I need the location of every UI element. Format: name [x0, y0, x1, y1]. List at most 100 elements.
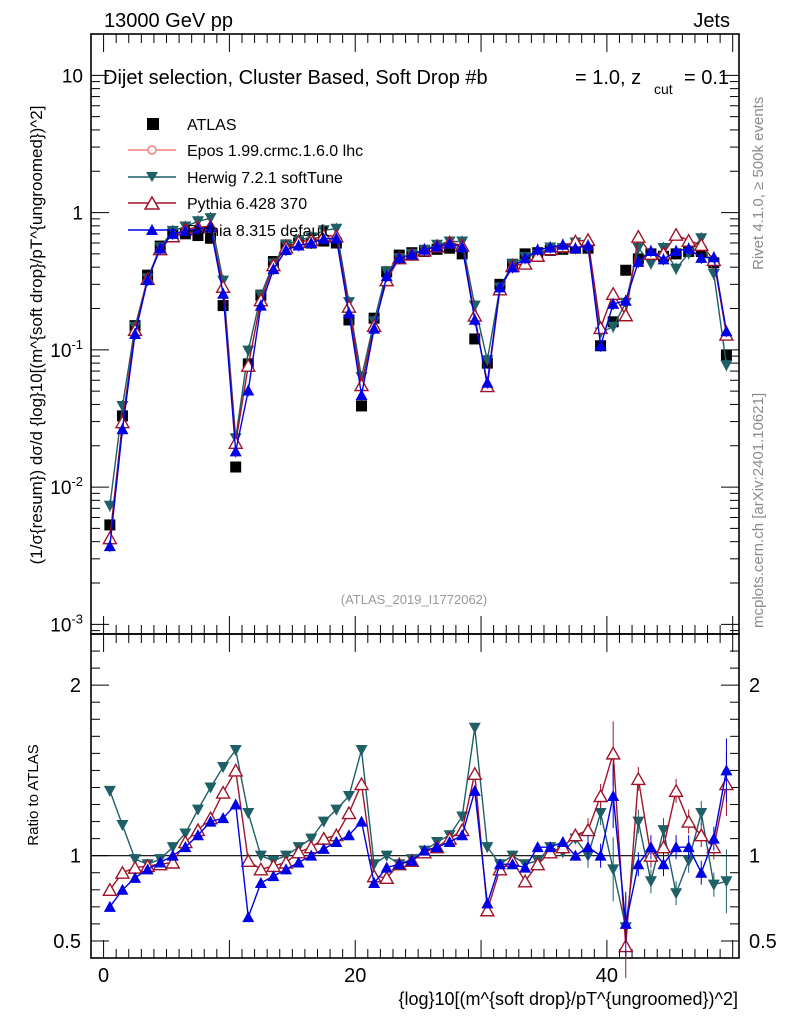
- point-ratio-pythia8: [217, 812, 230, 824]
- point-ratio-pythia8: [305, 849, 318, 861]
- y-tick-label-ratio-right: 2: [749, 675, 760, 697]
- point-ratio-pythia8: [330, 836, 343, 848]
- point-top-pythia6: [605, 286, 621, 300]
- point-ratio-pythia8: [141, 863, 154, 875]
- point-ratio-pythia8: [544, 841, 557, 853]
- point-ratio-herwig: [695, 808, 708, 820]
- point-ratio-pythia8: [405, 854, 418, 866]
- point-top-pythia8: [317, 232, 330, 244]
- point-top-pythia8: [342, 307, 355, 319]
- y-tick-label-top: 10-2: [50, 474, 83, 499]
- point-ratio-herwig: [644, 876, 657, 888]
- point-ratio-herwig: [103, 785, 116, 797]
- atlas-point: [217, 300, 229, 312]
- point-ratio-herwig: [254, 850, 267, 862]
- point-top-pythia8: [305, 237, 318, 249]
- y-tick-label-top: 10-1: [50, 337, 83, 362]
- chart-subtitle-zval: = 0.1: [684, 67, 729, 89]
- point-top-pythia8: [720, 325, 733, 337]
- point-top-pythia8: [644, 244, 657, 256]
- point-top-pythia6: [353, 377, 370, 392]
- point-ratio-herwig: [217, 762, 230, 774]
- point-ratio-herwig: [670, 888, 683, 900]
- point-ratio-pythia6: [240, 853, 256, 867]
- point-ratio-pythia6: [630, 771, 647, 786]
- point-ratio-pythia6: [680, 814, 697, 828]
- point-top-pythia8: [217, 287, 230, 299]
- point-ratio-herwig: [116, 819, 129, 831]
- point-ratio-pythia8: [493, 858, 506, 870]
- point-top-pythia8: [267, 263, 280, 275]
- atlas-point: [230, 461, 242, 473]
- point-ratio-pythia8: [619, 917, 632, 929]
- point-ratio-pythia8: [254, 876, 267, 888]
- point-top-pythia8: [695, 251, 708, 263]
- point-top-pythia6: [668, 227, 684, 241]
- atlas-point: [104, 519, 116, 531]
- point-top-herwig: [644, 258, 657, 270]
- point-ratio-herwig: [229, 744, 242, 756]
- point-top-pythia8: [179, 224, 192, 236]
- point-top-pythia8: [229, 445, 242, 457]
- point-ratio-pythia8: [695, 866, 708, 878]
- point-top-pythia8: [607, 297, 620, 309]
- point-top-pythia8: [594, 339, 607, 351]
- point-ratio-herwig: [330, 804, 343, 816]
- point-top-herwig: [103, 500, 116, 512]
- point-ratio-herwig: [317, 816, 330, 828]
- point-ratio-pythia8: [456, 829, 469, 841]
- point-ratio-herwig: [129, 854, 142, 866]
- atlas-point: [456, 248, 468, 260]
- point-ratio-pythia6: [517, 873, 533, 888]
- point-top-pythia6: [618, 307, 634, 322]
- point-top-pythia8: [619, 294, 632, 306]
- point-ratio-pythia8: [582, 841, 595, 853]
- point-top-pythia8: [368, 322, 381, 334]
- point-ratio-herwig: [368, 859, 381, 871]
- atlas-point: [343, 314, 355, 326]
- point-ratio-pythia8: [531, 841, 544, 853]
- point-ratio-pythia8: [280, 863, 293, 875]
- point-ratio-pythia8: [154, 856, 167, 868]
- point-ratio-pythia8: [431, 841, 444, 853]
- point-ratio-pythia8: [632, 858, 645, 870]
- point-ratio-pythia8: [644, 841, 657, 853]
- point-top-pythia8: [531, 243, 544, 255]
- point-ratio-pythia6: [605, 745, 621, 760]
- point-ratio-pythia6: [580, 822, 596, 837]
- point-ratio-pythia8: [569, 849, 582, 861]
- point-ratio-herwig: [468, 722, 481, 734]
- y-tick-label-ratio-right: 1: [749, 846, 760, 868]
- point-top-pythia8: [582, 239, 595, 251]
- point-top-pythia8: [380, 270, 393, 282]
- point-ratio-pythia8: [443, 836, 456, 848]
- point-ratio-herwig: [657, 825, 670, 837]
- point-top-pythia8: [468, 313, 481, 325]
- point-top-herwig: [607, 321, 620, 333]
- point-ratio-herwig: [380, 850, 393, 862]
- point-ratio-pythia8: [607, 790, 620, 801]
- point-ratio-pythia6: [215, 785, 231, 799]
- atlas-point: [720, 349, 732, 361]
- y-tick-label-ratio-right: 0.5: [749, 931, 777, 953]
- point-ratio-pythia8: [166, 849, 179, 861]
- point-top-herwig: [720, 360, 733, 372]
- legend-marker-pythia6: [143, 195, 161, 210]
- point-top-pythia8: [280, 244, 293, 256]
- point-top-pythia8: [556, 238, 569, 250]
- point-ratio-pythia6: [378, 870, 395, 885]
- legend-label-pythia6: Pythia 6.428 370: [187, 196, 307, 213]
- point-top-pythia8: [493, 281, 506, 293]
- point-ratio-herwig: [481, 842, 494, 854]
- point-ratio-herwig: [191, 804, 204, 816]
- y-tick-label-ratio: 2: [70, 675, 81, 697]
- point-ratio-pythia8: [393, 858, 406, 870]
- point-ratio-pythia8: [317, 842, 330, 854]
- legend-label-herwig: Herwig 7.2.1 softTune: [187, 170, 343, 187]
- point-ratio-pythia6: [165, 855, 181, 869]
- point-top-pythia8: [393, 252, 406, 264]
- point-ratio-pythia8: [242, 911, 255, 923]
- point-ratio-pythia8: [204, 815, 217, 827]
- y-tick-label-ratio: 0.5: [53, 931, 81, 953]
